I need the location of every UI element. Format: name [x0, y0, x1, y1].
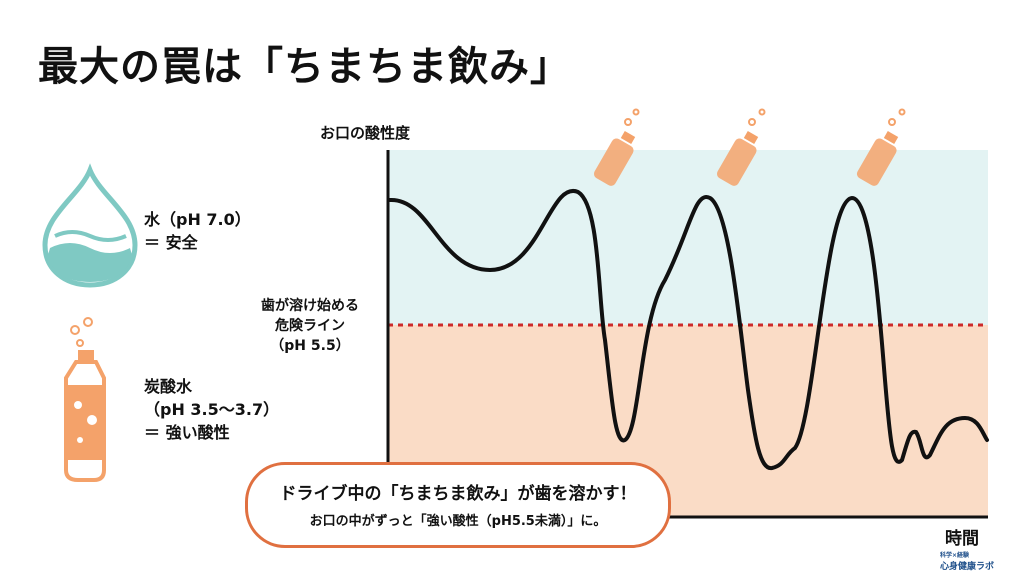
soda-ph: （pH 3.5〜3.7）: [144, 400, 280, 419]
x-axis-label: 時間: [945, 529, 979, 549]
danger-line-text: 危険ライン: [275, 318, 345, 334]
logo: 科学×経験 心身健康ラボ: [940, 550, 994, 572]
callout-box: ドライブ中の「ちまちま飲み」が歯を溶かす！ お口の中がずっと「強い酸性（pH5.…: [245, 462, 671, 548]
soda-bottle-icon: [856, 108, 906, 186]
soda-name: 炭酸水: [144, 377, 193, 396]
soda-acidic: ＝ 強い酸性: [144, 423, 230, 442]
soda-bottle-icon: [716, 108, 766, 186]
danger-line-label: 歯が溶け始める 危険ライン （pH 5.5）: [240, 296, 380, 356]
logo-name: 心身健康ラボ: [940, 562, 995, 572]
water-legend: 水（pH 7.0） ＝ 安全: [144, 208, 251, 254]
safe-zone: [388, 150, 988, 325]
danger-line-text: 歯が溶け始める: [261, 298, 359, 314]
acidity-curve: [388, 188, 989, 470]
soda-bottle-icon: [593, 108, 640, 186]
water-drop-icon: [42, 163, 138, 288]
water-ph: 水（pH 7.0）: [144, 210, 251, 229]
page-title: 最大の罠は「ちまちま飲み」: [38, 44, 571, 90]
water-safe: ＝ 安全: [144, 233, 198, 252]
y-axis-label: お口の酸性度: [320, 124, 411, 142]
danger-line-ph: （pH 5.5）: [270, 338, 350, 354]
soda-legend: 炭酸水 （pH 3.5〜3.7） ＝ 強い酸性: [144, 375, 279, 444]
soda-bottle-icon: [64, 317, 106, 482]
callout-subtext: お口の中がずっと「強い酸性（pH5.5未満）」に。: [309, 514, 607, 529]
logo-sub: 科学×経験: [940, 552, 970, 559]
callout-headline: ドライブ中の「ちまちま飲み」が歯を溶かす！: [279, 484, 637, 504]
